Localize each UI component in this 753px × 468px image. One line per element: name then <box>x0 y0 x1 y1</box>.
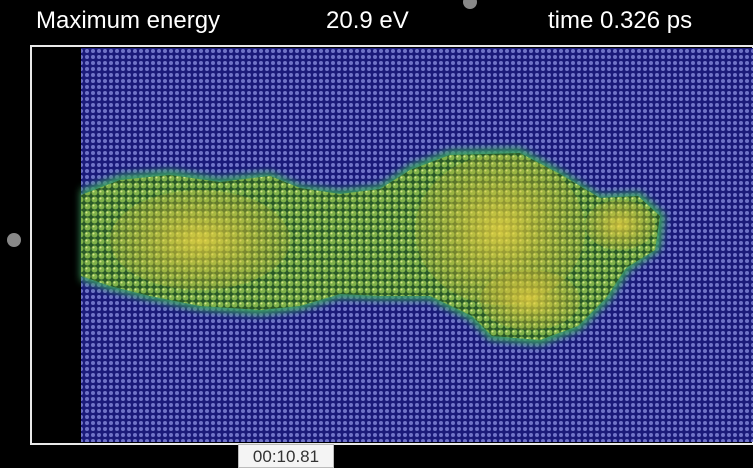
energy-value: 20.9 eV <box>326 6 409 36</box>
left-strip <box>33 48 81 442</box>
video-frame: Maximum energy 20.9 eV time 0.326 ps 00:… <box>0 0 753 468</box>
ui-handle <box>7 233 21 247</box>
timestamp: 00:10.81 <box>238 444 334 468</box>
simulation-view <box>0 0 753 468</box>
energy-label: Maximum energy <box>36 6 220 36</box>
ui-handle <box>463 0 477 9</box>
time-value: time 0.326 ps <box>548 6 692 36</box>
